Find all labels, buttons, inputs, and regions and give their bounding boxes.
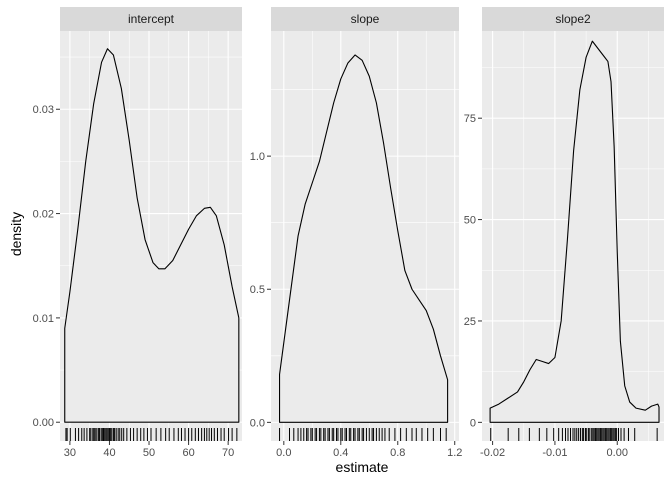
density-curve-slope2 bbox=[489, 40, 660, 423]
facet-slope2: slope2 -0.02 -0.01 0.00 0 25 50 75 bbox=[464, 7, 664, 459]
x-tick-label: 60 bbox=[182, 447, 194, 459]
y-tick-label: 0.5 bbox=[250, 284, 265, 296]
density-curve-slope bbox=[279, 54, 449, 423]
x-tick-label: 0.0 bbox=[276, 447, 291, 459]
y-tick-label: 0.01 bbox=[33, 313, 54, 325]
x-tick-label: -0.01 bbox=[542, 447, 567, 459]
y-tick-label: 0.00 bbox=[33, 417, 54, 429]
y-tick-label: 50 bbox=[464, 215, 476, 227]
facet-intercept: intercept 30 40 50 60 70 0.00 0.01 0.02 0.03 bbox=[33, 7, 242, 459]
x-tick-label: -0.02 bbox=[480, 447, 505, 459]
y-tick-label: 0 bbox=[470, 417, 476, 429]
rug-marks bbox=[490, 428, 658, 441]
x-tick-label: 40 bbox=[103, 447, 115, 459]
facet-strip-label: slope bbox=[351, 12, 380, 26]
facet-strip-label: intercept bbox=[128, 12, 175, 26]
grid-lines bbox=[482, 31, 664, 441]
density-curve-intercept bbox=[64, 48, 240, 423]
facet-strip bbox=[271, 7, 459, 31]
x-tick-label: 70 bbox=[222, 447, 234, 459]
rug-marks bbox=[279, 428, 447, 441]
y-tick-label: 0.02 bbox=[33, 209, 54, 221]
y-tick-label: 1.0 bbox=[250, 151, 265, 163]
y-axis-title: density bbox=[8, 212, 24, 256]
x-tick-label: 1.2 bbox=[447, 447, 462, 459]
facet-strip-label: slope2 bbox=[555, 12, 591, 26]
y-tick-label: 0.0 bbox=[250, 417, 265, 429]
axes-intercept: 30 40 50 60 70 0.00 0.01 0.02 0.03 bbox=[33, 104, 235, 459]
facet-strip bbox=[60, 7, 242, 31]
y-tick-label: 0.03 bbox=[33, 104, 54, 116]
facet-slope: slope 0.0 0.4 0.8 1.2 0.0 0.5 1.0 bbox=[250, 7, 463, 459]
facet-strip bbox=[482, 7, 664, 31]
rug-marks bbox=[65, 428, 238, 441]
axes-slope: 0.0 0.4 0.8 1.2 0.0 0.5 1.0 bbox=[250, 151, 463, 459]
axes-slope2: -0.02 -0.01 0.00 0 25 50 75 bbox=[464, 113, 628, 459]
x-tick-label: 0.8 bbox=[390, 447, 405, 459]
x-axis-title: estimate bbox=[336, 459, 389, 475]
x-tick-label: 0.4 bbox=[333, 447, 348, 459]
x-tick-label: 50 bbox=[143, 447, 155, 459]
y-tick-label: 25 bbox=[464, 316, 476, 328]
y-tick-label: 75 bbox=[464, 113, 476, 125]
x-tick-label: 30 bbox=[64, 447, 76, 459]
x-tick-label: 0.00 bbox=[607, 447, 628, 459]
